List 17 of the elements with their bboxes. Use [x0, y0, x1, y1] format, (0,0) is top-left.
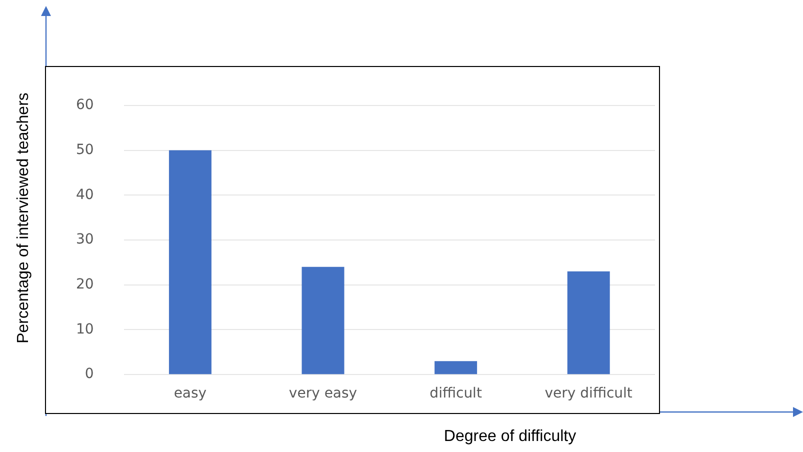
y-tick-label: 10: [76, 321, 94, 338]
y-tick-label: 30: [76, 232, 94, 248]
x-tick-label: easy: [174, 386, 207, 402]
bar: [302, 266, 344, 374]
y-tick-label: 40: [76, 186, 94, 203]
y-tick-label: 50: [76, 142, 94, 158]
x-tick-label: very easy: [288, 386, 358, 402]
y-axis-title: Percentage of interviewed teachers: [15, 92, 33, 344]
y-tick-label: 0: [84, 366, 94, 382]
y-tick-label: 20: [76, 276, 94, 293]
x-tick-label: very difficult: [544, 386, 633, 402]
bar: [567, 271, 610, 374]
x-axis-title: Degree of difficulty: [444, 428, 576, 446]
bar: [168, 150, 212, 374]
y-tick-label: 60: [76, 97, 94, 114]
bar: [434, 361, 478, 374]
x-tick-label: difficult: [430, 386, 482, 402]
